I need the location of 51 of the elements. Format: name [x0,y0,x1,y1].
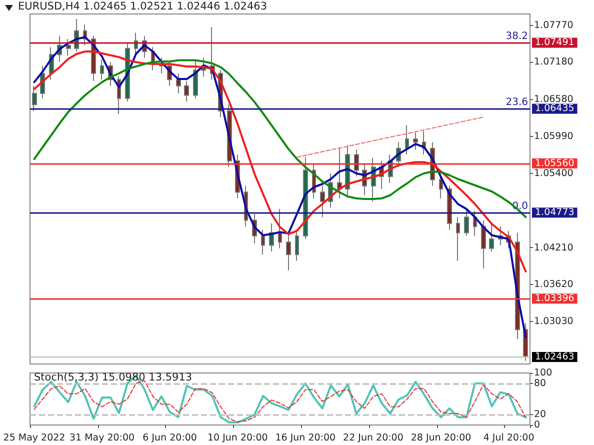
ref-line-label: 1.06435 [535,103,574,114]
candlestick [489,222,494,252]
candlestick [481,220,486,269]
y-tick-label: 1.04210 [534,242,574,254]
candlestick [278,208,282,249]
y-tick-label: 1.05990 [534,131,574,142]
y-tick-label: 20 [534,409,546,420]
x-tick-label: 22 Jun 20:00 [343,432,404,444]
x-tick-label: 10 Jun 20:00 [207,432,268,444]
candlestick [295,229,299,262]
candlestick [456,216,460,262]
ref-line-label: 1.04773 [535,207,574,218]
candlestick [320,185,325,218]
y-tick-label: 80 [534,378,546,389]
x-tick-label: 25 May 2022 [3,432,66,444]
candlestick [286,232,291,271]
y-tick-label: 1.05400 [534,168,574,179]
x-tick-label: 6 Jun 20:00 [142,432,197,444]
y-tick-label: 1.06580 [534,94,574,106]
line-series [33,59,527,218]
candlestick [193,60,198,99]
ref-line-label: 1.03396 [535,293,574,304]
candlestick [464,207,469,236]
candlestick [66,38,71,56]
candlestick [261,229,265,256]
candlestick [176,72,181,94]
ref-line-label: 1.02463 [535,351,574,362]
y-tick-label: 1.03030 [534,316,574,327]
annotation: 23.6 [506,97,528,108]
ref-line-label: 1.07491 [535,37,574,48]
candlestick [413,132,418,150]
y-tick-label: 1.07180 [534,56,574,68]
candlestick [337,148,342,199]
candlestick [100,59,104,80]
x-tick-label: 31 May 20:00 [69,432,135,444]
x-tick-label: 4 Jul 20:00 [483,432,534,444]
candlestick [32,85,37,112]
candlestick [439,172,443,199]
candlestick [354,149,359,177]
y-tick-label: 0 [534,420,540,430]
y-tick-label: 1.07770 [534,20,574,31]
y-tick-label: 100 [534,368,552,378]
x-tick-label: 16 Jun 20:00 [275,432,336,444]
ref-line-label: 1.05560 [535,158,574,169]
annotation: 38.2 [506,31,528,42]
x-tick-label: 28 Jun 20:00 [410,432,472,444]
line-series [33,50,527,272]
candlestick [184,80,189,102]
y-tick-label: 1.03620 [534,279,574,290]
candlestick [405,124,409,156]
chart-title: EURUSD,H4 1.02465 1.02521 1.02446 1.02463 [18,0,267,12]
